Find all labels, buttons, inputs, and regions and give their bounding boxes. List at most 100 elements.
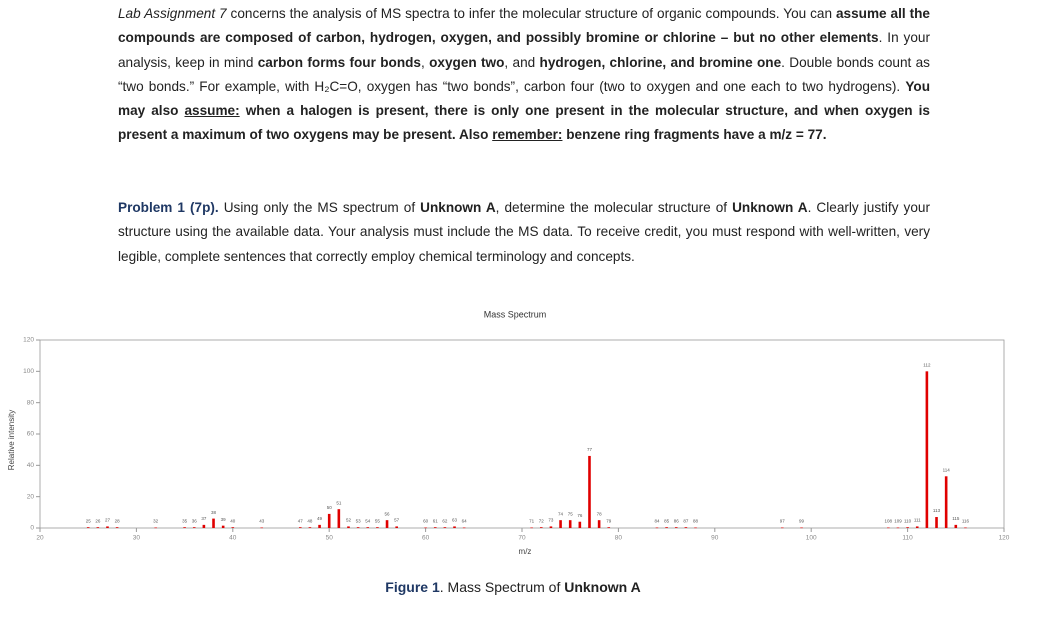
figure-caption: Figure 1. Mass Spectrum of Unknown A — [0, 579, 1026, 595]
text-run: when a halogen is present, there is only… — [118, 103, 930, 143]
peak — [366, 527, 370, 528]
peak-label: 72 — [539, 518, 545, 523]
peak-label: 61 — [433, 518, 439, 523]
peak — [684, 527, 688, 528]
peak — [896, 527, 900, 529]
peak — [954, 524, 958, 528]
text-run: . In your analysis, keep in mind — [118, 30, 930, 70]
x-tick-label: 70 — [518, 535, 526, 542]
text-run: benzene ring fragments have a m/z = 77. — [562, 127, 827, 143]
peak — [887, 527, 890, 529]
text-run: Figure 1 — [385, 579, 440, 595]
peak-label: 63 — [452, 518, 458, 523]
y-tick-label: 100 — [23, 368, 34, 375]
peak — [433, 527, 437, 528]
x-tick-label: 100 — [806, 535, 817, 542]
peak-label: 39 — [221, 517, 227, 522]
peak-label: 114 — [943, 467, 951, 472]
peak — [347, 526, 350, 528]
x-tick-label: 50 — [326, 535, 334, 542]
peak-label: 78 — [597, 511, 603, 516]
y-tick-label: 80 — [27, 399, 35, 406]
peak-label: 74 — [558, 511, 564, 516]
peak-label: 54 — [365, 518, 371, 523]
peak — [212, 518, 215, 528]
peak — [115, 527, 119, 528]
peak — [906, 527, 909, 528]
peak-label: 35 — [182, 518, 188, 523]
peak — [780, 527, 784, 529]
peak — [665, 527, 668, 528]
peak-label: 51 — [336, 500, 342, 505]
peak-label: 97 — [780, 519, 786, 524]
peak-label: 75 — [568, 511, 574, 516]
peak — [308, 527, 312, 528]
peak — [607, 527, 611, 528]
peak — [539, 527, 543, 528]
text-run: oxygen two — [429, 54, 505, 70]
peak — [183, 527, 186, 528]
text-run: assume all the compounds are composed of… — [118, 6, 930, 46]
text-run: . Double bonds count as “two bonds.” For… — [118, 54, 930, 94]
chart-title: Mass Spectrum — [484, 309, 547, 319]
peak — [376, 527, 379, 528]
peak-label: 79 — [606, 518, 612, 523]
y-tick-label: 120 — [23, 337, 34, 344]
peak-label: 110 — [904, 518, 912, 523]
peak — [327, 513, 331, 528]
peak — [424, 527, 427, 529]
text-run: assume: — [184, 103, 240, 119]
peak-label: 115 — [952, 516, 960, 521]
peak-label: 84 — [654, 519, 660, 524]
peak-label: 28 — [115, 518, 121, 523]
peak-label: 88 — [693, 519, 699, 524]
peak — [925, 371, 929, 528]
peak — [231, 527, 235, 528]
peak-label: 87 — [683, 518, 689, 523]
text-run: hydrogen, chlorine, and bromine one — [539, 54, 782, 70]
peak-label: 38 — [211, 510, 217, 515]
y-axis-label: Relative intensity — [7, 410, 16, 470]
peak-label: 36 — [192, 518, 198, 523]
plot-frame — [39, 339, 1005, 529]
peak-label: 64 — [462, 519, 468, 524]
peak-label: 37 — [201, 516, 207, 521]
peak-label: 85 — [664, 518, 670, 523]
y-tick-label: 20 — [27, 493, 35, 500]
x-tick-label: 30 — [133, 535, 141, 542]
peak-label: 71 — [529, 519, 535, 524]
x-axis-label: m/z — [519, 547, 532, 556]
text-run: , — [420, 54, 430, 70]
peak — [588, 455, 591, 528]
peak — [221, 525, 225, 528]
text-run: carbon forms four bonds — [257, 54, 421, 70]
x-tick-label: 80 — [615, 535, 623, 542]
peak-label: 99 — [799, 519, 805, 524]
chart: Mass Spectrum m/z Relative intensity 020… — [7, 309, 1010, 556]
peak-label: 43 — [259, 519, 265, 524]
peak — [964, 527, 967, 529]
peak — [385, 520, 389, 528]
peak — [202, 524, 206, 528]
peak-label: 60 — [423, 519, 429, 524]
peak — [260, 527, 264, 529]
peak-label: 25 — [86, 518, 92, 523]
peak-label: 77 — [587, 447, 593, 452]
peak — [356, 527, 360, 528]
peak — [395, 526, 398, 528]
peak — [549, 526, 553, 528]
text-run: , and — [504, 54, 540, 70]
peak — [578, 521, 582, 528]
peak-label: 52 — [346, 518, 352, 523]
peak — [568, 520, 572, 528]
text-run: concerns the analysis of MS spectra to i… — [226, 6, 836, 21]
text-run: . Mass Spectrum of — [439, 579, 565, 595]
peak — [597, 520, 601, 528]
peak — [192, 527, 196, 528]
peak — [674, 527, 678, 528]
intro-paragraph: Lab Assignment 7 concerns the analysis o… — [118, 2, 930, 148]
peak-label: 73 — [548, 518, 554, 523]
peak-label: 47 — [298, 518, 304, 523]
peak-label: 86 — [674, 518, 680, 523]
